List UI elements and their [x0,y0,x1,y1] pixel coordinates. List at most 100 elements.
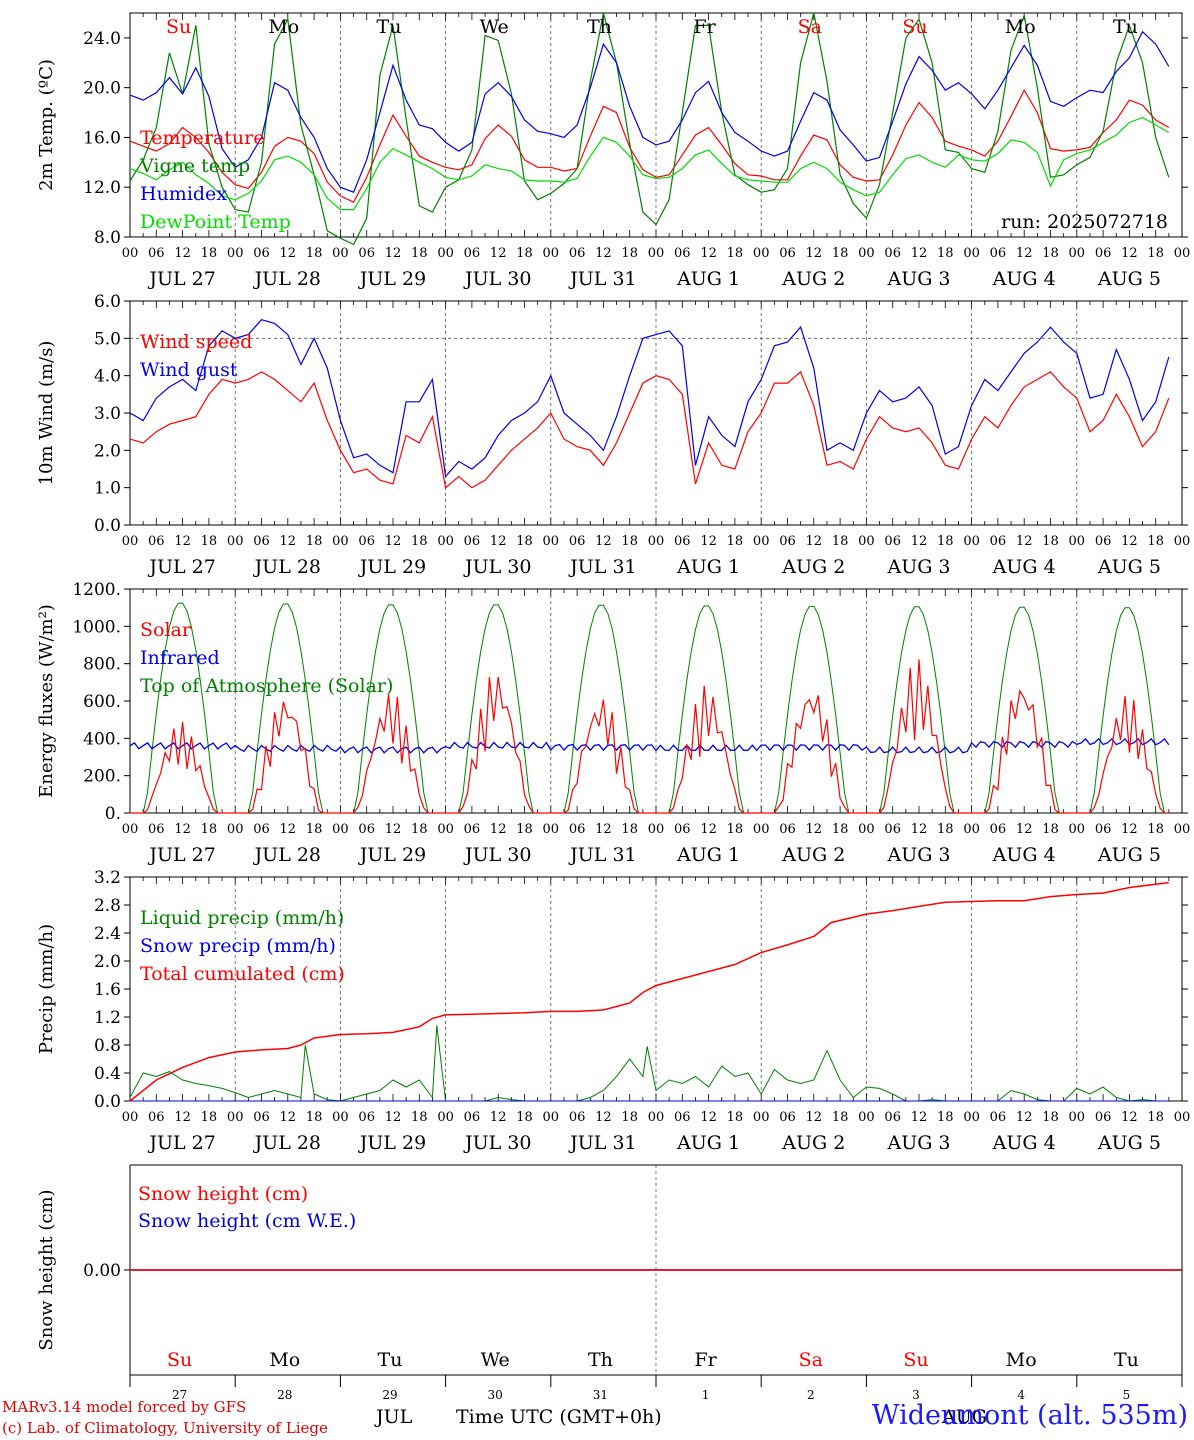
x-hour-label: 12 [806,246,823,261]
x-date-label: AUG 1 [676,844,740,866]
x-hour-label: 18 [832,534,849,549]
x-date-label: AUG 2 [781,844,845,866]
panel-1: 8.0 12.0 16.0 20.0 24.0 2m Temp. (ºC) Temperat… [36,12,1191,290]
series-line [129,88,1170,203]
x-hour-label: 06 [358,1110,375,1125]
series-line [129,12,1170,246]
x-hour-label: 18 [516,1110,533,1125]
x-date-label: JUL 29 [358,268,426,290]
x-date-label: JUL 31 [568,556,636,578]
y-tick-label: 1.6 [94,980,121,1000]
x-hour-label: 12 [1121,534,1138,549]
day-number-label: 31 [593,1388,608,1402]
x-date-label: JUL 28 [253,268,321,290]
legend-entry: Temperature [140,127,264,149]
weekday-label: Su [903,1349,928,1371]
weekday-label: Mo [1005,16,1036,38]
x-hour-label: 18 [727,1110,744,1125]
x-hour-label: 00 [437,246,454,261]
x-hour-label: 06 [148,1110,165,1125]
x-hour-label: 12 [385,246,402,261]
x-hour-label: 12 [385,822,402,837]
x-hour-label: 06 [253,534,270,549]
panel-frame [129,12,1183,238]
x-date-label: JUL 27 [147,844,215,866]
x-hour-label: 00 [1069,1110,1086,1125]
legend-entry: Solar [140,619,192,641]
x-hour-label: 00 [963,534,980,549]
x-date-label: AUG 2 [781,1132,845,1154]
model-credit: MARv3.14 model forced by GFS [2,1398,247,1416]
panel-4: 0.0 0.4 0.8 1.2 1.6 2.0 2.4 2.8 3.2 Precip (mm/h)… [36,868,1190,1154]
series-line [129,370,1170,489]
y-axis-label: 2m Temp. (ºC) [36,59,57,191]
x-hour-label: 12 [385,534,402,549]
x-date-label: JUL 31 [568,1132,636,1154]
x-hour-label: 06 [884,534,901,549]
x-hour-label: 06 [1095,822,1112,837]
x-hour-label: 18 [832,1110,849,1125]
x-hour-label: 06 [884,246,901,261]
x-hour-label: 06 [990,246,1007,261]
weekday-label: Fr [693,16,716,38]
x-hour-label: 00 [543,822,560,837]
x-hour-label: 06 [148,246,165,261]
x-hour-label: 18 [516,822,533,837]
x-hour-label: 00 [437,534,454,549]
x-hour-label: 12 [595,1110,612,1125]
x-date-label: JUL 29 [358,556,426,578]
series-line [129,881,1169,1102]
x-hour-label: 00 [227,534,244,549]
day-number-label: 3 [912,1388,920,1402]
series-line [129,737,1170,754]
x-hour-label: 00 [753,246,770,261]
month-label-aug: AUG [942,1406,987,1428]
x-hour-label: 00 [543,246,560,261]
x-hour-label: 00 [1174,246,1191,261]
x-hour-label: 18 [727,246,744,261]
x-hour-label: 12 [280,1110,297,1125]
y-tick-label: 2.0 [94,441,121,461]
weekday-label: We [481,1349,510,1371]
x-date-label: JUL 27 [147,1132,215,1154]
x-hour-label: 18 [411,246,428,261]
weekday-label: Fr [694,1349,717,1371]
x-hour-label: 06 [464,246,481,261]
series-line [129,319,1170,478]
x-hour-label: 12 [700,1110,717,1125]
x-hour-label: 06 [358,534,375,549]
x-hour-label: 12 [595,246,612,261]
x-hour-label: 18 [306,1110,323,1125]
x-date-label: JUL 28 [253,1132,321,1154]
x-hour-label: 12 [490,534,507,549]
x-hour-label: 18 [1147,534,1164,549]
weekday-label: Sa [799,1349,823,1371]
x-hour-label: 06 [884,822,901,837]
x-hour-label: 06 [990,1110,1007,1125]
weekday-label: Tu [1114,1349,1139,1371]
y-tick-label: 3.0 [94,404,121,424]
x-hour-label: 00 [858,534,875,549]
x-date-label: AUG 4 [992,556,1056,578]
y-tick-label: 1.0 [94,479,121,499]
legend-entry: Snow height (cm W.E.) [138,1210,356,1232]
x-hour-label: 00 [753,1110,770,1125]
x-date-label: JUL 30 [463,844,531,866]
x-date-label: JUL 31 [568,268,636,290]
x-hour-label: 00 [753,822,770,837]
x-hour-label: 12 [1121,1110,1138,1125]
x-hour-label: 12 [700,822,717,837]
x-hour-label: 06 [674,1110,691,1125]
x-hour-label: 00 [437,1110,454,1125]
series-line [130,659,1169,814]
x-hour-label: 18 [621,822,638,837]
month-label-jul: JUL [376,1406,413,1428]
y-axis-label: 10m Wind (m/s) [36,341,57,486]
x-hour-label: 00 [332,1110,349,1125]
y-tick-label: 16.0 [83,128,121,148]
x-hour-label: 12 [280,246,297,261]
x-hour-label: 06 [358,822,375,837]
x-date-label: JUL 28 [253,556,321,578]
x-hour-label: 00 [1069,534,1086,549]
weekday-label: We [480,16,509,38]
